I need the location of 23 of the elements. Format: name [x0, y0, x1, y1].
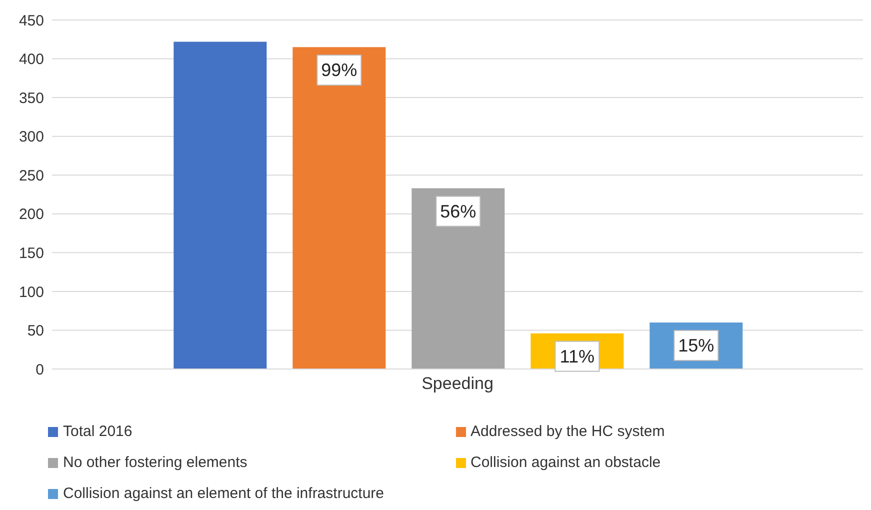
- legend-label: Total 2016: [63, 423, 132, 440]
- y-tick-label: 400: [18, 51, 44, 68]
- legend-label: No other fostering elements: [63, 454, 248, 471]
- y-tick-label: 50: [27, 322, 44, 340]
- y-tick-label: 0: [36, 361, 44, 378]
- x-tick-label: Speeding: [422, 374, 494, 394]
- annotation: 99%: [321, 60, 358, 80]
- legend-label: Addressed by the HC system: [470, 423, 665, 440]
- annotation: 15%: [678, 335, 714, 356]
- y-tick-label: 200: [18, 206, 44, 224]
- y-tick-label: 100: [18, 284, 44, 301]
- annotation: 56%: [440, 201, 476, 222]
- legend-label: Collision against an obstacle: [470, 454, 661, 471]
- legend-label: Collision against an element of the infrastructure: [63, 485, 384, 502]
- annotation: 11%: [560, 346, 594, 366]
- y-tick-label: 250: [18, 167, 44, 184]
- bar: [292, 47, 386, 369]
- y-tick-label: 150: [18, 244, 44, 262]
- bar: [174, 42, 267, 369]
- bar: [412, 188, 505, 369]
- y-tick-label: 300: [18, 128, 44, 146]
- y-tick-label: 350: [18, 90, 44, 107]
- y-tick-label: 450: [18, 12, 44, 30]
